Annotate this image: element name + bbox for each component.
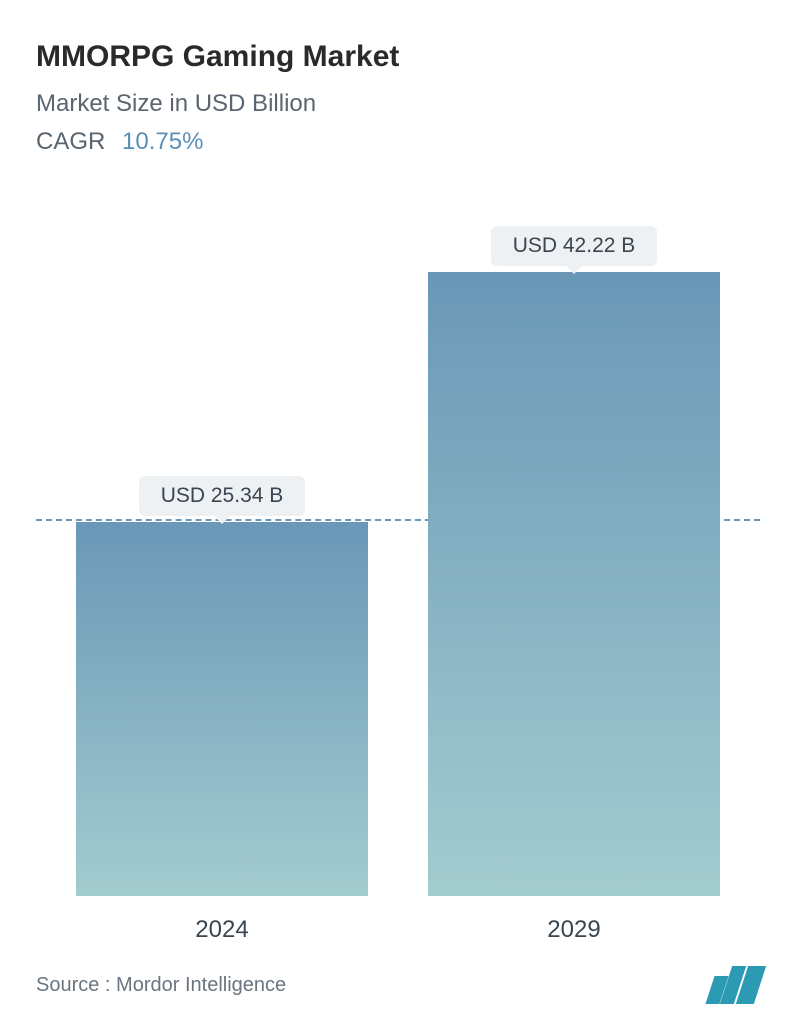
cagr-value: 10.75% (122, 128, 203, 155)
bar-value-badge: USD 42.22 B (491, 226, 658, 266)
bar-value-badge: USD 25.34 B (139, 476, 306, 516)
chart-footer: Source : Mordor Intelligence (36, 966, 760, 1004)
cagr-label: CAGR (36, 128, 105, 155)
source-text: Source : Mordor Intelligence (36, 974, 286, 997)
bar-wrapper: USD 42.22 B (428, 226, 720, 896)
x-axis-label: 2024 (76, 916, 368, 944)
chart-area: USD 25.34 B USD 42.22 B (76, 216, 720, 896)
x-axis-labels: 2024 2029 (76, 916, 720, 944)
source-prefix: Source : (36, 974, 116, 996)
bar-wrapper: USD 25.34 B (76, 476, 368, 896)
brand-logo (710, 966, 760, 1004)
source-name: Mordor Intelligence (116, 974, 286, 996)
bar (76, 522, 368, 896)
bar (428, 272, 720, 896)
cagr-row: CAGR 10.75% (36, 128, 760, 156)
x-axis-label: 2029 (428, 916, 720, 944)
chart-title: MMORPG Gaming Market (36, 40, 760, 74)
chart-subtitle: Market Size in USD Billion (36, 90, 760, 118)
bars-container: USD 25.34 B USD 42.22 B (76, 216, 720, 896)
